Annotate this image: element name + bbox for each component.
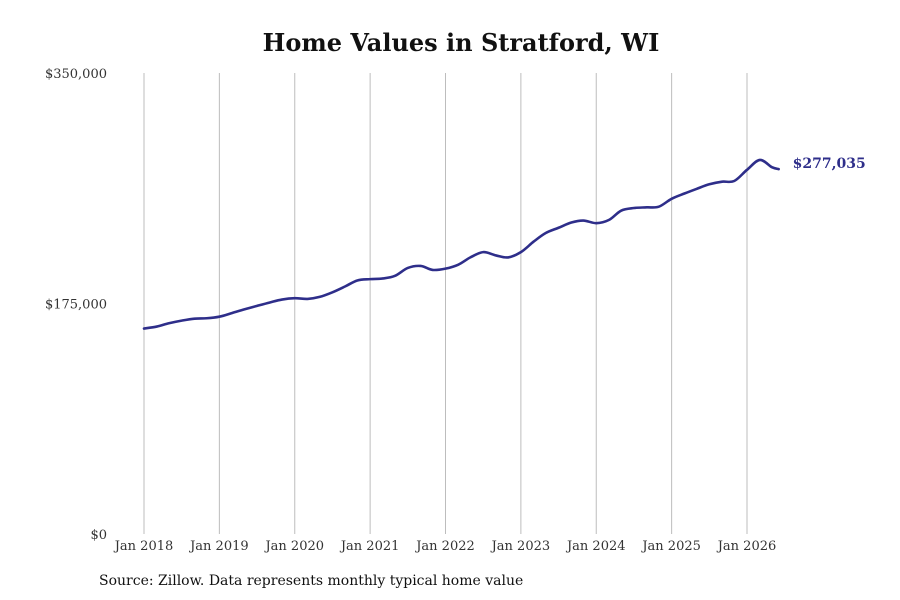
gridlines	[143, 73, 748, 534]
data-point	[570, 221, 573, 224]
data-point	[419, 265, 422, 268]
data-point	[482, 251, 485, 254]
data-point	[759, 159, 762, 162]
data-point	[256, 305, 259, 308]
data-point	[156, 325, 159, 328]
series-layer	[142, 158, 780, 330]
data-point	[369, 278, 372, 281]
data-point	[281, 298, 284, 301]
data-point	[595, 222, 598, 225]
x-tick-label: Jan 2018	[113, 539, 174, 554]
data-point	[520, 251, 523, 254]
data-point	[318, 296, 321, 299]
data-point	[746, 169, 749, 172]
data-point	[544, 232, 547, 235]
data-point	[670, 197, 673, 200]
data-point	[444, 267, 447, 270]
data-point	[168, 322, 171, 325]
data-point	[306, 298, 309, 301]
data-point	[231, 312, 234, 315]
data-point	[218, 315, 221, 318]
data-point	[243, 308, 246, 311]
data-point	[658, 205, 661, 208]
x-tick-label: Jan 2019	[188, 539, 249, 554]
data-point	[777, 168, 780, 171]
data-point	[507, 256, 510, 259]
y-tick-label: $175,000	[45, 298, 107, 313]
end-label-layer: $277,035	[793, 156, 866, 172]
data-point	[269, 301, 272, 304]
y-axis-ticks: $0 $175,000 $350,000	[45, 67, 107, 543]
data-point	[143, 327, 146, 330]
data-point	[708, 183, 711, 186]
x-tick-label: Jan 2020	[263, 539, 324, 554]
data-point	[331, 291, 334, 294]
data-point	[645, 206, 648, 209]
series-line	[142, 158, 780, 330]
data-point	[532, 240, 535, 243]
x-axis-ticks: Jan 2018 Jan 2019 Jan 2020 Jan 2021 Jan 2022…	[113, 539, 777, 554]
data-point	[356, 279, 359, 282]
source-note: Source: Zillow. Data represents monthly …	[99, 573, 524, 589]
x-tick-label: Jan 2023	[490, 539, 551, 554]
data-point	[733, 180, 736, 183]
data-point	[382, 277, 385, 280]
data-point	[344, 285, 347, 288]
data-point	[193, 317, 196, 320]
data-point	[608, 219, 611, 222]
data-point	[407, 267, 410, 270]
x-tick-label: Jan 2022	[414, 539, 475, 554]
data-point	[469, 256, 472, 259]
data-point	[293, 297, 296, 300]
x-tick-label: Jan 2025	[640, 539, 701, 554]
data-point	[495, 254, 498, 257]
data-point	[721, 180, 724, 183]
data-point	[695, 188, 698, 191]
data-point	[205, 317, 208, 320]
data-point	[771, 166, 774, 169]
x-tick-label: Jan 2021	[339, 539, 400, 554]
data-point	[457, 263, 460, 266]
data-point	[394, 275, 397, 278]
data-point	[180, 319, 183, 322]
data-point	[683, 192, 686, 195]
data-point	[431, 269, 434, 272]
data-point	[582, 219, 585, 222]
chart-title: Home Values in Stratford, WI	[262, 28, 660, 57]
data-point	[620, 209, 623, 212]
data-point	[633, 207, 636, 210]
end-value-label: $277,035	[793, 156, 866, 172]
y-tick-label: $0	[90, 528, 107, 543]
x-tick-label: Jan 2024	[565, 539, 626, 554]
x-tick-label: Jan 2026	[716, 539, 777, 554]
y-tick-label: $350,000	[45, 67, 107, 82]
data-point	[557, 226, 560, 229]
